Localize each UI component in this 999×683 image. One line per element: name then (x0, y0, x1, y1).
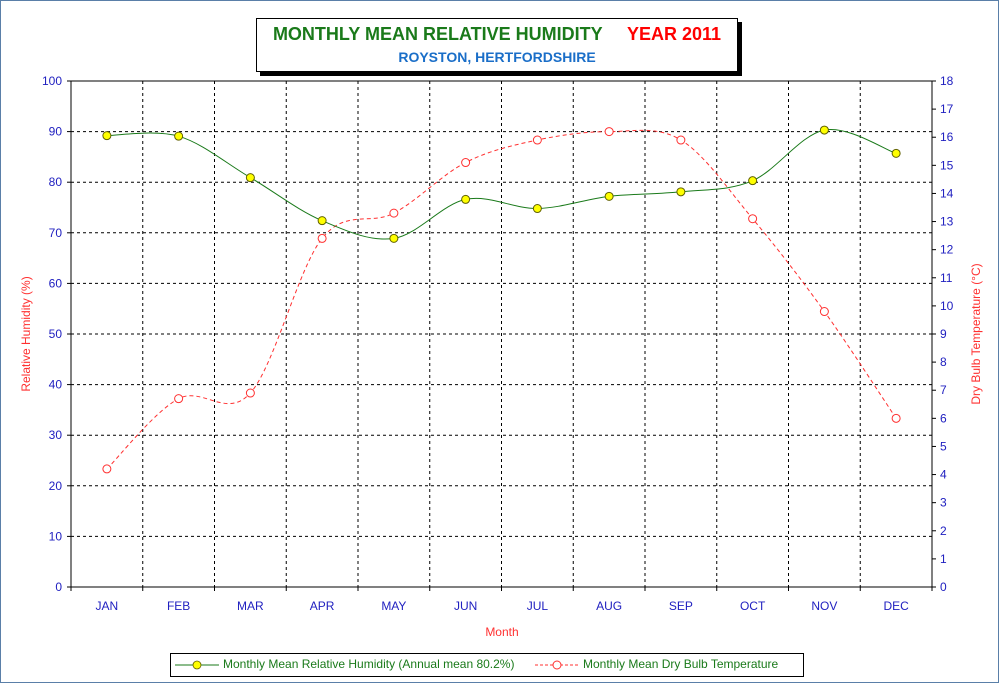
x-tick-label: MAR (237, 599, 264, 613)
data-point (891, 413, 901, 423)
legend: Monthly Mean Relative Humidity (Annual m… (170, 653, 804, 677)
data-point (748, 214, 758, 224)
x-tick-label: FEB (167, 599, 190, 613)
y-right-tick-label: 3 (940, 496, 947, 510)
x-tick-labels: JAN FEB MAR APR MAY JUN JUL AUG SEP OCT NOV DEC (96, 599, 910, 613)
chart-title-year: YEAR 2011 (626, 24, 722, 44)
data-point (819, 125, 829, 135)
y-left-tick-label: 50 (49, 327, 63, 341)
data-point (891, 148, 901, 158)
data-point (532, 204, 542, 214)
data-point (604, 191, 614, 201)
y-right-tick-label: 9 (940, 327, 947, 341)
legend-label-humidity: Monthly Mean Relative Humidity (Annual m… (223, 657, 515, 671)
y-left-tick-label: 60 (49, 276, 63, 290)
x-tick-label: JUN (454, 599, 477, 613)
y-right-tick-label: 5 (940, 439, 947, 453)
x-tick-label: APR (310, 599, 335, 613)
y-right-axis-label: Dry Bulb Temperature (°C) (969, 263, 983, 404)
data-point (389, 208, 399, 218)
y-right-tick-label: 0 (940, 580, 947, 594)
x-tick-label: MAY (381, 599, 406, 613)
x-tick-label: NOV (811, 599, 837, 613)
y-right-tick-label: 15 (940, 158, 954, 172)
y-left-tick-label: 30 (49, 428, 63, 442)
series-layer (102, 125, 901, 474)
y-right-tick-label: 17 (940, 102, 954, 116)
legend-label-temperature: Monthly Mean Dry Bulb Temperature (583, 657, 779, 671)
x-tick-label: AUG (596, 599, 622, 613)
x-tick-label: DEC (883, 599, 909, 613)
y-left-tick-label: 40 (49, 378, 63, 392)
y-left-tick-label: 90 (49, 125, 63, 139)
y-right-tick-label: 4 (940, 468, 947, 482)
data-point (317, 233, 327, 243)
data-point (461, 194, 471, 204)
grid-lines (71, 81, 932, 587)
data-point (102, 131, 112, 141)
y-left-axis-label: Relative Humidity (%) (19, 276, 33, 391)
data-point (532, 135, 542, 145)
chart-title-box: MONTHLY MEAN RELATIVE HUMIDITY YEAR 2011… (256, 18, 738, 72)
y-right-tick-label: 13 (940, 215, 954, 229)
y-left-tick-label: 0 (55, 580, 62, 594)
data-point (819, 307, 829, 317)
series-line (106, 129, 897, 240)
x-tick-label: JUL (527, 599, 549, 613)
y-right-tick-label: 16 (940, 130, 954, 144)
data-point (174, 131, 184, 141)
y-right-tick-label: 18 (940, 74, 954, 88)
data-point (676, 187, 686, 197)
data-point (102, 464, 112, 474)
y-right-tick-label: 6 (940, 411, 947, 425)
chart-title-line: MONTHLY MEAN RELATIVE HUMIDITY YEAR 2011 (257, 24, 737, 45)
axes (67, 80, 936, 591)
x-tick-label: SEP (669, 599, 693, 613)
chart-title: MONTHLY MEAN RELATIVE HUMIDITY (272, 24, 603, 44)
y-right-tick-label: 1 (940, 552, 947, 566)
y-right-tick-label: 11 (940, 271, 953, 285)
legend-marker-humidity (175, 660, 219, 670)
data-point (604, 127, 614, 137)
data-point (461, 158, 471, 168)
data-point (748, 176, 758, 186)
x-tick-label: JAN (96, 599, 119, 613)
y-left-tick-label: 20 (49, 479, 63, 493)
y-right-tick-label: 12 (940, 243, 954, 257)
data-point (676, 135, 686, 145)
data-point (317, 216, 327, 226)
data-point (245, 388, 255, 398)
y-right-tick-label: 2 (940, 524, 947, 538)
y-left-tick-label: 100 (42, 74, 62, 88)
data-point (389, 233, 399, 243)
y-right-tick-label: 7 (940, 383, 947, 397)
data-point (174, 394, 184, 404)
y-right-tick-label: 8 (940, 355, 947, 369)
data-point (245, 173, 255, 183)
y-left-tick-label: 10 (49, 529, 63, 543)
chart-subtitle: ROYSTON, HERTFORDSHIRE (398, 49, 596, 65)
y-left-tick-label: 80 (49, 175, 63, 189)
y-right-tick-label: 14 (940, 186, 954, 200)
series-temperature (102, 127, 901, 474)
y-left-tick-labels: 0 10 20 30 40 50 60 70 80 90 100 (42, 74, 62, 594)
x-axis-label: Month (485, 625, 518, 639)
x-tick-label: OCT (740, 599, 766, 613)
series-humidity (102, 125, 901, 243)
legend-marker-temperature (535, 660, 579, 670)
y-left-tick-label: 70 (49, 226, 63, 240)
series-line (106, 129, 897, 470)
y-right-tick-label: 10 (940, 299, 954, 313)
